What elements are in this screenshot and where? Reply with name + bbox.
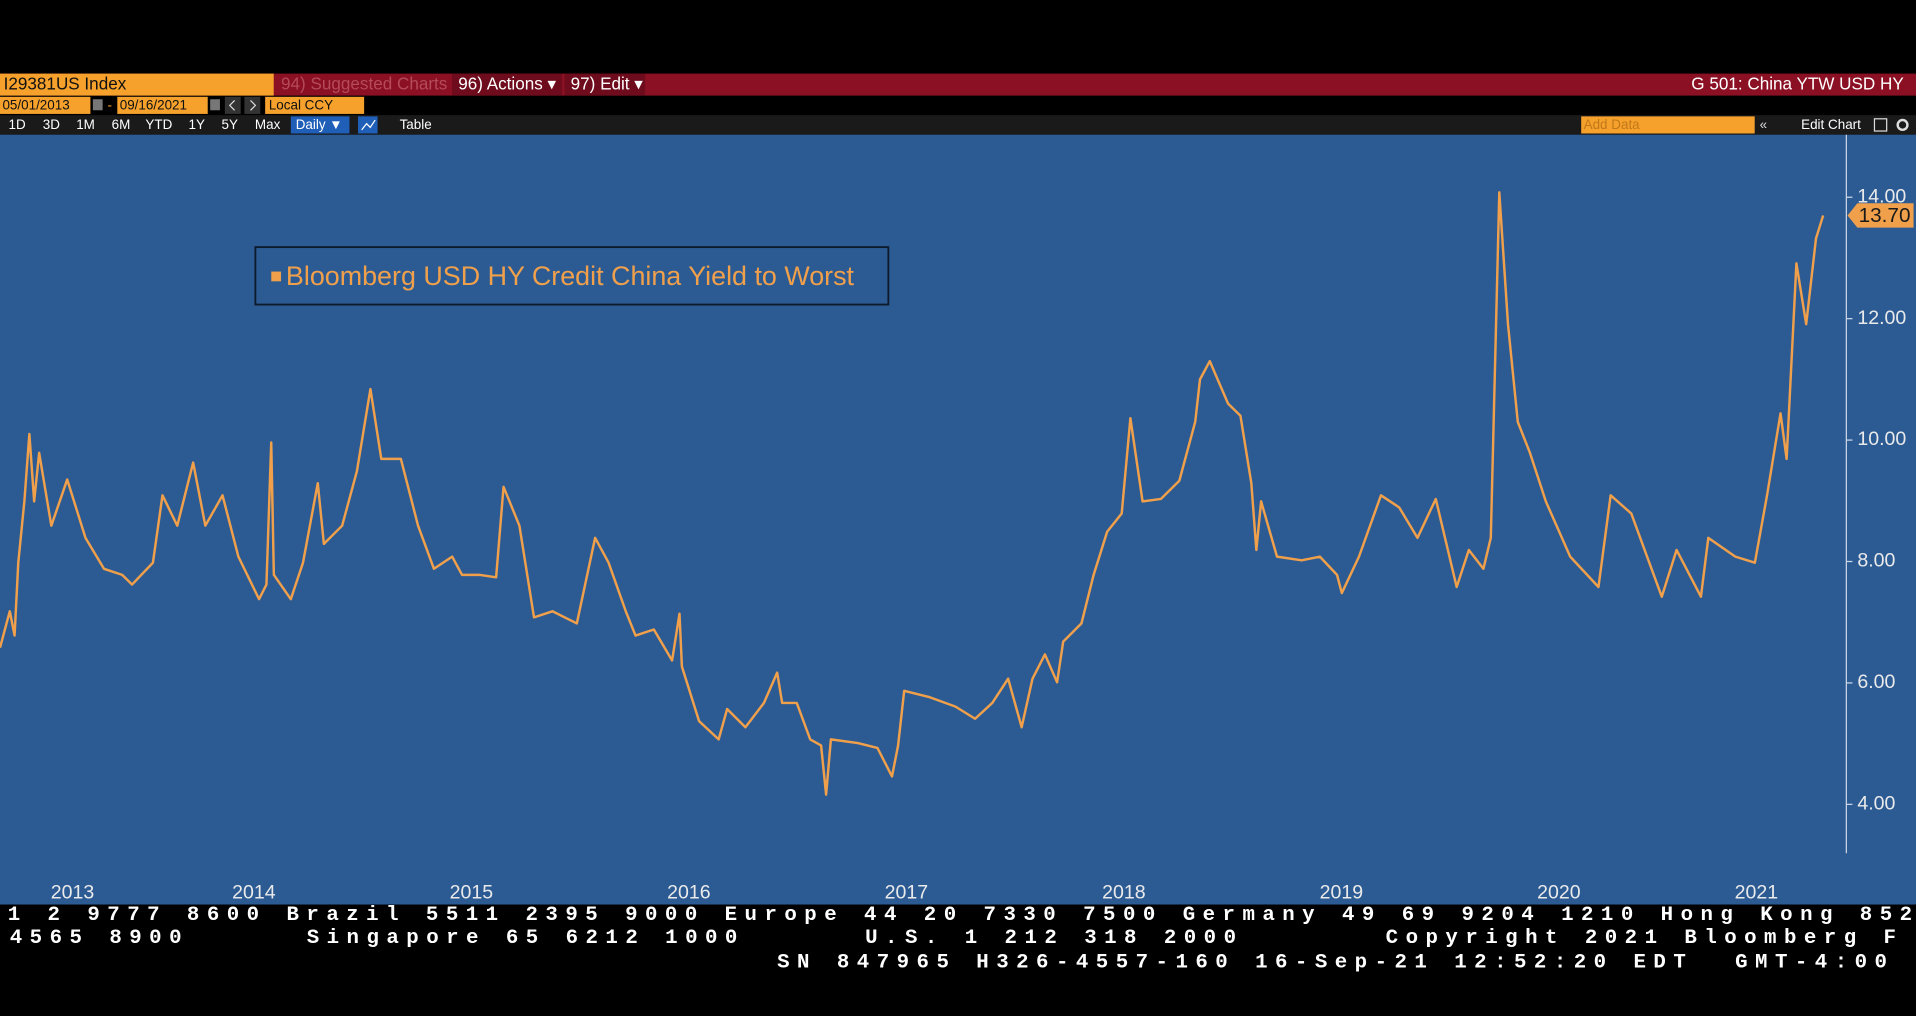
footer-line: U.S. 1 212 318 2000 [865,927,1243,950]
actions-button[interactable] [452,73,563,96]
start-date[interactable]: 05/01/2013 [2,98,69,113]
prev-button[interactable] [224,96,241,114]
range-button[interactable]: YTD [145,117,172,132]
y-tick-label: 10.00 [1857,428,1906,450]
range-button[interactable]: Max [255,117,281,132]
add-data[interactable]: Add Data [1584,117,1641,132]
security-box[interactable] [0,73,274,96]
last-value-tag [1847,203,1914,228]
x-tick-label: 2016 [667,882,711,904]
frequency-box[interactable] [290,116,350,134]
range-bar [0,115,1916,135]
series-layer [0,191,1825,796]
currency[interactable]: Local CCY [269,98,333,113]
footer-line: 61 2 9777 8600 Brazil 5511 2395 9000 Eur… [0,904,1916,927]
footer-line: 4565 8900 [10,927,189,950]
security[interactable]: I29381US Index [4,75,127,94]
start-date-box[interactable] [0,96,91,114]
x-tick-label: 2015 [450,882,494,904]
edit[interactable]: 97) Edit ▾ [571,75,644,94]
suggested-charts[interactable]: 94) Suggested Charts [281,75,447,94]
footer: 61 2 9777 8600 Brazil 5511 2395 9000 Eur… [0,904,1916,975]
range-button[interactable]: 6M [112,117,131,132]
expand-icon[interactable] [1873,118,1888,132]
y-tick-label: 8.00 [1857,550,1895,572]
footer-line: Copyright 2021 Bloomberg F [1386,927,1904,950]
next-button[interactable] [244,96,261,114]
range-button[interactable]: 1D [9,117,26,132]
x-tick-label: 2020 [1537,882,1581,904]
edit-button[interactable] [564,73,646,96]
range-button[interactable]: 3D [43,117,60,132]
edit-chart[interactable]: Edit Chart [1801,117,1861,132]
currency-box[interactable] [265,96,365,114]
actions[interactable]: 96) Actions ▾ [458,75,556,94]
legend-label: Bloomberg USD HY Credit China Yield to W… [286,261,855,291]
range-button[interactable]: 1M [76,117,95,132]
prev-arrow [228,100,236,111]
footer-line: GMT-4:00 [1735,951,1894,974]
footer-line: SN 847965 H326-4557-160 16-Sep-21 12:52:… [777,951,1693,974]
range-buttons: 1D 3D 1M 6M YTD 1Y 5Y Max [9,117,281,132]
legend-swatch [271,271,282,282]
y-tick-label: 6.00 [1857,671,1895,693]
series-line [0,191,1825,796]
x-tick-label: 2021 [1735,882,1778,904]
footer-line: Singapore 65 6212 1000 [307,927,745,950]
range-button[interactable]: 1Y [189,117,205,132]
calendar-icon[interactable] [210,99,220,111]
y-tick-label: 12.00 [1857,307,1906,329]
next-arrow [250,100,257,111]
end-date[interactable]: 09/16/2021 [120,98,187,113]
chart-type-glyph [361,119,376,131]
add-data-box[interactable] [1581,116,1755,134]
y-tick-label: 14.00 [1857,185,1906,207]
function-title: G 501: China YTW USD HY [1691,75,1904,94]
x-tick-label: 2019 [1320,882,1363,904]
calendar-icon[interactable] [92,99,103,111]
range-button[interactable]: 5Y [222,117,238,132]
last-value-label: 13.70 [1859,204,1911,227]
x-tick-label: 2018 [1102,882,1146,904]
settings-icon[interactable] [1896,118,1909,132]
x-tick-label: 2013 [51,882,95,904]
frequency[interactable]: Daily ▼ [296,117,343,132]
table-button[interactable]: Table [400,117,432,132]
end-date-box[interactable] [117,96,208,114]
x-tick-label: 2017 [885,882,928,904]
legend [254,246,890,306]
y-tick-label: 4.00 [1857,793,1895,815]
axes-layer: 4.00 6.00 8.00 10.00 12.00 14.00 2013 2014 2015 2… [51,185,1914,904]
x-tick-label: 2014 [232,882,276,904]
date-separator: - [108,98,112,113]
collapse-button[interactable]: « [1760,117,1767,132]
